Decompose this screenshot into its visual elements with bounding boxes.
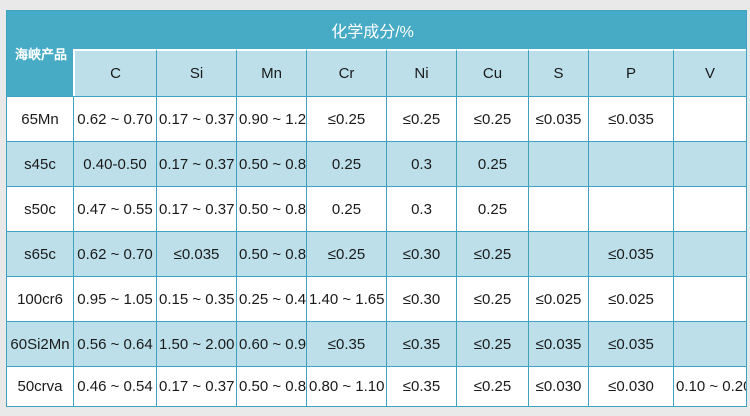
cell-ni: ≤0.25 <box>386 96 456 141</box>
cell-cu: 0.25 <box>456 186 528 231</box>
table-row-100cr6: 100cr6 0.95 ~ 1.05 0.15 ~ 0.35 0.25 ~ 0.… <box>7 276 747 321</box>
table-row-s50c: s50c 0.47 ~ 0.55 0.17 ~ 0.37 0.50 ~ 0.8 0… <box>7 186 747 231</box>
cell-mn: 0.50 ~ 0.80 <box>236 231 306 276</box>
table-row-s65c: s65c 0.62 ~ 0.70 ≤0.035 0.50 ~ 0.80 ≤0.2… <box>7 231 747 276</box>
cell-s: ≤0.035 <box>528 96 588 141</box>
product-cell: 60Si2Mn <box>7 321 73 366</box>
table-row-50crva: 50crva 0.46 ~ 0.54 0.17 ~ 0.37 0.50 ~ 0.… <box>7 366 747 406</box>
col-header-c: C <box>73 49 156 96</box>
cell-si: 0.17 ~ 0.37 <box>156 366 236 406</box>
cell-s: ≤0.035 <box>528 321 588 366</box>
cell-cr: 0.80 ~ 1.10 <box>306 366 386 406</box>
product-cell: s65c <box>7 231 73 276</box>
product-cell: 50crva <box>7 366 73 406</box>
cell-ni: ≤0.30 <box>386 276 456 321</box>
cell-c: 0.62 ~ 0.70 <box>73 231 156 276</box>
product-cell: 65Mn <box>7 96 73 141</box>
table-row-65mn: 65Mn 0.62 ~ 0.70 0.17 ~ 0.37 0.90 ~ 1.20… <box>7 96 747 141</box>
chemical-composition-table: 海峡产品 化学成分/% C Si Mn Cr Ni Cu S P V 65Mn … <box>6 10 748 407</box>
cell-ni: ≤0.35 <box>386 321 456 366</box>
cell-si: 0.17 ~ 0.37 <box>156 186 236 231</box>
cell-mn: 0.50 ~ 0.80 <box>236 141 306 186</box>
cell-s <box>528 186 588 231</box>
cell-si: 0.15 ~ 0.35 <box>156 276 236 321</box>
cell-cu: 0.25 <box>456 141 528 186</box>
table-body: 65Mn 0.62 ~ 0.70 0.17 ~ 0.37 0.90 ~ 1.20… <box>7 96 747 406</box>
cell-cr: 1.40 ~ 1.65 <box>306 276 386 321</box>
cell-c: 0.40-0.50 <box>73 141 156 186</box>
table-header: 海峡产品 化学成分/% C Si Mn Cr Ni Cu S P V <box>7 11 747 96</box>
cell-v <box>673 321 747 366</box>
cell-p <box>588 186 673 231</box>
cell-s <box>528 141 588 186</box>
group-header-cell: 化学成分/% <box>73 11 747 49</box>
cell-si: 0.17 ~ 0.37 <box>156 96 236 141</box>
cell-v <box>673 141 747 186</box>
cell-mn: 0.25 ~ 0.45 <box>236 276 306 321</box>
cell-mn: 0.60 ~ 0.90 <box>236 321 306 366</box>
cell-p: ≤0.035 <box>588 96 673 141</box>
cell-s: ≤0.025 <box>528 276 588 321</box>
cell-cu: ≤0.25 <box>456 276 528 321</box>
col-header-mn: Mn <box>236 49 306 96</box>
table-row-s45c: s45c 0.40-0.50 0.17 ~ 0.37 0.50 ~ 0.80 0… <box>7 141 747 186</box>
product-cell: 100cr6 <box>7 276 73 321</box>
col-header-p: P <box>588 49 673 96</box>
cell-c: 0.47 ~ 0.55 <box>73 186 156 231</box>
cell-si: ≤0.035 <box>156 231 236 276</box>
cell-cr: ≤0.35 <box>306 321 386 366</box>
col-header-s: S <box>528 49 588 96</box>
column-header-row: C Si Mn Cr Ni Cu S P V <box>7 49 747 96</box>
cell-c: 0.95 ~ 1.05 <box>73 276 156 321</box>
cell-mn: 0.50 ~ 0.80 <box>236 366 306 406</box>
col-header-ni: Ni <box>386 49 456 96</box>
cell-s: ≤0.030 <box>528 366 588 406</box>
cell-ni: ≤0.35 <box>386 366 456 406</box>
cell-cu: ≤0.25 <box>456 231 528 276</box>
col-header-cu: Cu <box>456 49 528 96</box>
cell-p: ≤0.030 <box>588 366 673 406</box>
cell-v <box>673 186 747 231</box>
cell-cr: ≤0.25 <box>306 96 386 141</box>
cell-si: 0.17 ~ 0.37 <box>156 141 236 186</box>
table-row-60si2mn: 60Si2Mn 0.56 ~ 0.64 1.50 ~ 2.00 0.60 ~ 0… <box>7 321 747 366</box>
cell-v <box>673 96 747 141</box>
cell-p: ≤0.035 <box>588 231 673 276</box>
cell-cu: ≤0.25 <box>456 321 528 366</box>
cell-p: ≤0.035 <box>588 321 673 366</box>
corner-header-cell: 海峡产品 <box>7 11 73 96</box>
cell-s <box>528 231 588 276</box>
cell-c: 0.62 ~ 0.70 <box>73 96 156 141</box>
cell-cu: ≤0.25 <box>456 96 528 141</box>
group-header-row: 海峡产品 化学成分/% <box>7 11 747 96</box>
cell-p: ≤0.025 <box>588 276 673 321</box>
col-header-cr: Cr <box>306 49 386 96</box>
cell-cr: 0.25 <box>306 141 386 186</box>
cell-v: 0.10 ~ 0.20 <box>673 366 747 406</box>
cell-ni: 0.3 <box>386 141 456 186</box>
cell-v <box>673 276 747 321</box>
cell-c: 0.56 ~ 0.64 <box>73 321 156 366</box>
col-header-v: V <box>673 49 747 96</box>
cell-cr: ≤0.25 <box>306 231 386 276</box>
cell-v <box>673 231 747 276</box>
cell-ni: 0.3 <box>386 186 456 231</box>
cell-ni: ≤0.30 <box>386 231 456 276</box>
col-header-si: Si <box>156 49 236 96</box>
cell-mn: 0.90 ~ 1.20 <box>236 96 306 141</box>
product-cell: s50c <box>7 186 73 231</box>
cell-c: 0.46 ~ 0.54 <box>73 366 156 406</box>
cell-mn: 0.50 ~ 0.80 <box>236 186 306 231</box>
cell-cr: 0.25 <box>306 186 386 231</box>
cell-si: 1.50 ~ 2.00 <box>156 321 236 366</box>
product-cell: s45c <box>7 141 73 186</box>
cell-p <box>588 141 673 186</box>
cell-cu: ≤0.25 <box>456 366 528 406</box>
